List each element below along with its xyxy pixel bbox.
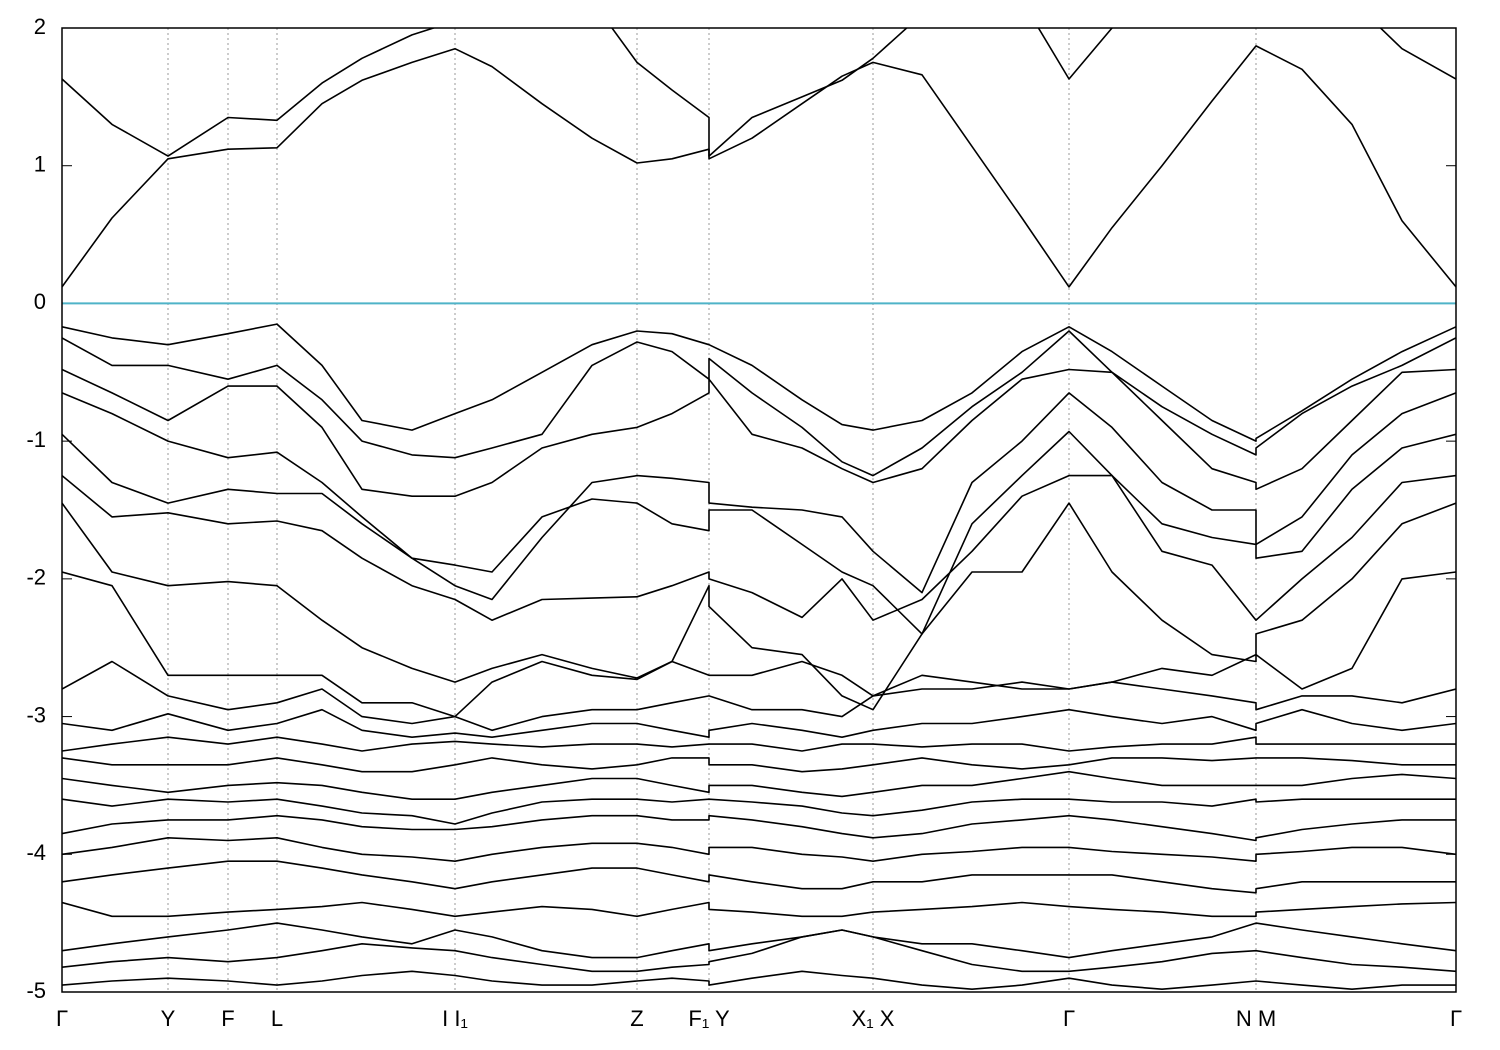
band-line	[62, 798, 1456, 825]
x-tick-label: Y	[161, 1006, 176, 1031]
band-line	[62, 368, 1456, 497]
band-line	[62, 323, 1456, 442]
band-line	[62, 837, 1456, 862]
x-tick-label: Γ	[1450, 1006, 1462, 1031]
x-tick-label: Γ	[56, 1006, 68, 1031]
band-line	[62, 502, 1456, 711]
x-tick-label: F₁ Y	[688, 1006, 730, 1031]
x-tick-label: N M	[1236, 1006, 1276, 1031]
band-line	[62, 330, 1456, 477]
y-tick-label: -3	[26, 702, 46, 727]
band-line	[62, 770, 1456, 800]
y-tick-label: -5	[26, 978, 46, 1003]
y-tick-label: -1	[26, 427, 46, 452]
band-line	[62, 736, 1456, 752]
band-line	[62, 922, 1456, 959]
bands-layer	[62, 28, 1456, 990]
band-line	[62, 929, 1456, 973]
band-line	[62, 708, 1456, 738]
band-line	[62, 45, 1456, 288]
labels-layer: -5 -4 -3 -2 -1 0 1 2 Γ Y F L I I₁ Z F₁ Y X₁ X Γ N M Γ	[26, 14, 1462, 1031]
x-tick-label: X₁ X	[852, 1006, 895, 1031]
band-line	[62, 970, 1456, 990]
band-line	[62, 28, 1456, 157]
y-tick-label: 0	[34, 289, 46, 314]
band-line	[62, 571, 1456, 718]
band-line	[62, 901, 1456, 918]
y-tick-label: 1	[34, 152, 46, 177]
band-line	[62, 757, 1456, 773]
band-line	[62, 392, 1456, 601]
x-tick-label: Γ	[1063, 1006, 1075, 1031]
band-line	[62, 430, 1456, 635]
band-line	[62, 474, 1456, 621]
plot-frame	[61, 27, 1457, 993]
y-tick-label: -2	[26, 565, 46, 590]
band-line	[62, 660, 1456, 732]
y-tick-label: -4	[26, 840, 46, 865]
x-tick-label: L	[271, 1006, 283, 1031]
x-tick-label: F	[221, 1006, 234, 1031]
x-tick-label: Z	[630, 1006, 643, 1031]
y-tick-label: 2	[34, 14, 46, 39]
x-tick-label: I I₁	[442, 1006, 468, 1031]
band-line	[62, 814, 1456, 842]
band-line	[62, 860, 1456, 894]
